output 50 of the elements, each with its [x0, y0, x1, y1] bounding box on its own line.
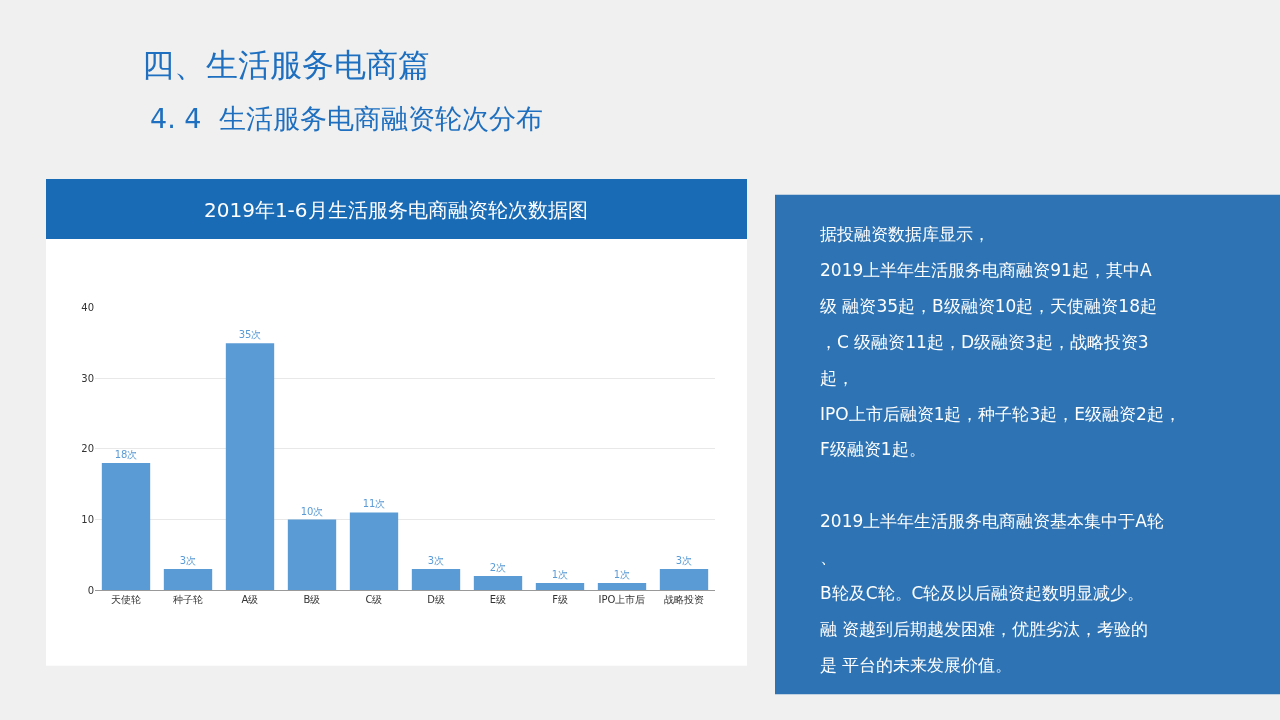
- data-label: 1次: [551, 569, 569, 581]
- data-label: 1次: [613, 569, 631, 581]
- x-tick-label: A级: [241, 594, 259, 606]
- bar: [163, 568, 213, 591]
- data-label: 10次: [300, 505, 324, 517]
- bar: [349, 512, 399, 591]
- data-label: 35次: [238, 329, 262, 341]
- data-label: 3次: [179, 554, 197, 566]
- text: F级融资1起。: [820, 439, 926, 459]
- bar: [473, 575, 523, 591]
- bar: [411, 568, 461, 591]
- y-tick-label: 0: [87, 584, 94, 596]
- x-tick-label: 种子轮: [173, 594, 203, 606]
- y-tick-label: 40: [81, 302, 94, 314]
- text: IPO上市后融资1起，种子轮3起，E级融资2起，: [820, 404, 1181, 424]
- data-label: 11次: [362, 498, 386, 510]
- text: B轮及C轮。C轮及以后融资起数明显减少。: [820, 583, 1145, 603]
- text: 4. 4 生活服务电商融资轮次分布: [150, 103, 543, 134]
- x-tick-label: B级: [303, 594, 321, 606]
- text: 2019上半年生活服务电商融资基本集中于A轮: [820, 511, 1164, 531]
- bar: [535, 583, 585, 591]
- bar: [597, 583, 647, 591]
- data-label: 3次: [675, 554, 693, 566]
- text: 据投融资数据库显示，: [820, 224, 990, 244]
- chart-title: 2019年1-6月生活服务电商融资轮次数据图: [204, 198, 588, 222]
- text: 是 平台的未来发展价值。: [820, 655, 1013, 675]
- x-tick-label: E级: [489, 594, 507, 606]
- bar: [101, 463, 151, 591]
- y-tick-label: 10: [81, 514, 94, 526]
- x-tick-label: IPO上市后: [598, 594, 646, 606]
- x-tick-label: F级: [552, 594, 568, 606]
- bar: [287, 519, 337, 591]
- text: 2019上半年生活服务电商融资91起，其中A: [820, 260, 1152, 280]
- text: 融 资越到后期越发困难，优胜劣汰，考验的: [820, 619, 1149, 639]
- y-tick-label: 20: [81, 443, 94, 455]
- data-label: 2次: [489, 561, 507, 573]
- text: 四、生活服务电商篇: [142, 46, 430, 84]
- text: 级 融资35起，B级融资10起，天使融资18起: [820, 296, 1157, 316]
- data-label: 3次: [427, 554, 445, 566]
- text: 起，: [820, 368, 854, 388]
- bar: [659, 568, 709, 591]
- x-tick-label: D级: [427, 594, 445, 606]
- text: ，C 级融资11起，D级融资3起，战略投资3: [820, 332, 1149, 352]
- data-label: 18次: [114, 449, 138, 461]
- x-tick-label: 战略投资: [664, 594, 704, 606]
- y-tick-label: 30: [81, 372, 94, 384]
- text: 、: [820, 547, 837, 567]
- bar: [225, 343, 275, 591]
- x-tick-label: 天使轮: [111, 594, 141, 606]
- x-tick-label: C级: [365, 594, 383, 606]
